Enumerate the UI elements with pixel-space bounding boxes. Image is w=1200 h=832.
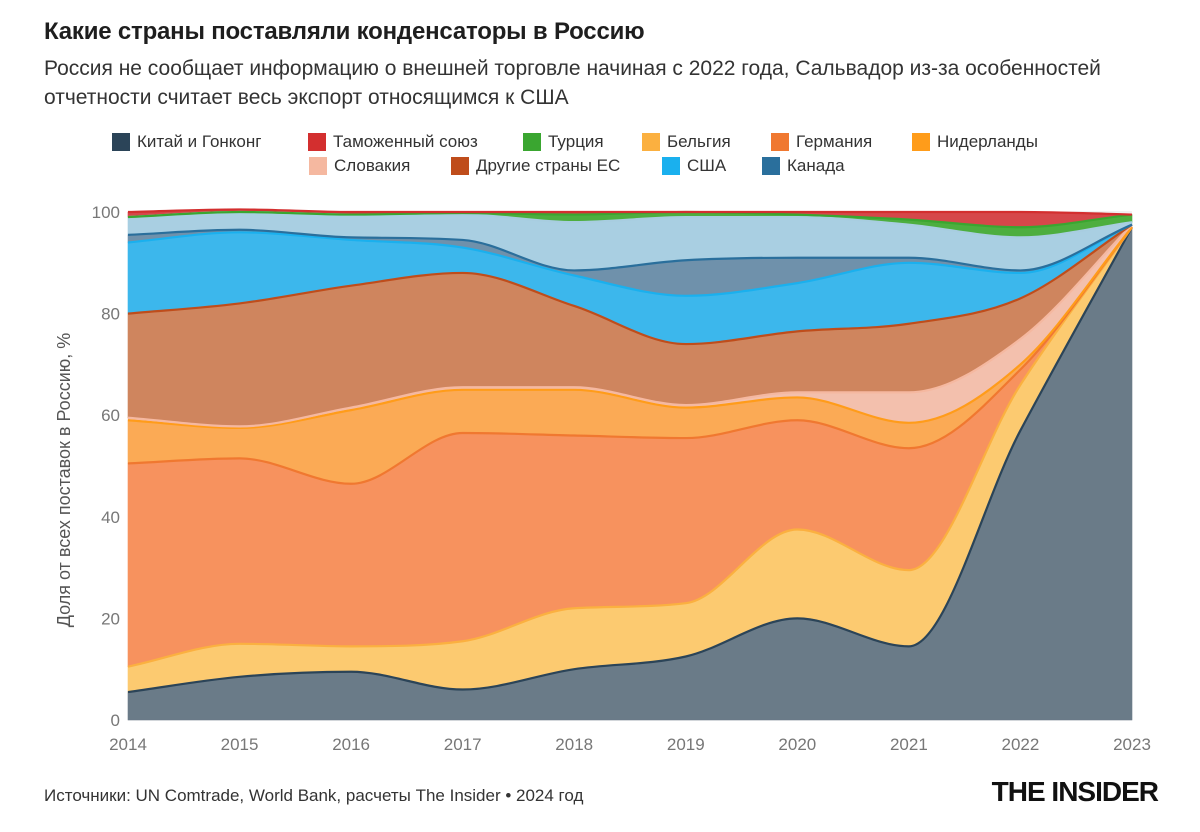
legend-item-slovakia: Словакия bbox=[309, 156, 410, 176]
y-tick-label: 60 bbox=[101, 406, 120, 425]
x-tick-label: 2022 bbox=[1002, 735, 1040, 754]
x-axis-ticks: 2014 2015 2016 2017 2018 2019 2020 2021 2022 2023 bbox=[109, 735, 1151, 754]
line-series-9 bbox=[127, 210, 1133, 229]
legend-label-slovakia: Словакия bbox=[334, 156, 411, 175]
legend-label-netherlands: Нидерланды bbox=[937, 132, 1038, 151]
y-axis-ticks: 0 20 40 60 80 100 bbox=[92, 203, 120, 730]
series-lines bbox=[127, 208, 1133, 694]
the-insider-logo: THE INSIDER bbox=[991, 776, 1159, 807]
legend-label-turkey: Турция bbox=[548, 132, 604, 151]
source-footer: Источники: UN Comtrade, World Bank, расч… bbox=[44, 786, 584, 805]
legend-item-turkey: Турция bbox=[523, 132, 604, 152]
legend-label-canada: Канада bbox=[787, 156, 845, 175]
y-tick-label: 100 bbox=[92, 203, 120, 222]
line-series-10 bbox=[127, 208, 1133, 216]
x-tick-label: 2020 bbox=[778, 735, 816, 754]
x-tick-label: 2014 bbox=[109, 735, 147, 754]
legend-label-china: Китай и Гонконг bbox=[137, 132, 262, 151]
line-series-5 bbox=[127, 223, 1133, 346]
x-tick-label: 2015 bbox=[221, 735, 259, 754]
legend-item-netherlands: Нидерланды bbox=[912, 132, 1038, 152]
legend-swatch-customs-union bbox=[308, 133, 326, 151]
legend-swatch-china bbox=[112, 133, 130, 151]
legend-item-usa: США bbox=[662, 156, 726, 176]
line-series-6 bbox=[127, 223, 1133, 297]
line-series-0 bbox=[127, 226, 1133, 694]
line-series-7 bbox=[127, 223, 1133, 272]
x-tick-label: 2021 bbox=[890, 735, 928, 754]
chart-title: Какие страны поставляли конденсаторы в Р… bbox=[44, 18, 645, 45]
legend-item-other-eu: Другие страны ЕС bbox=[451, 156, 620, 176]
line-series-3 bbox=[127, 226, 1133, 430]
stacked-area-chart: 0 20 40 60 80 100 2014 2015 2016 2017 2018 2019 202… bbox=[54, 203, 1151, 754]
x-tick-label: 2019 bbox=[667, 735, 705, 754]
x-tick-label: 2016 bbox=[332, 735, 370, 754]
x-tick-label: 2018 bbox=[555, 735, 593, 754]
line-series-4 bbox=[127, 223, 1133, 428]
legend-label-germany: Германия bbox=[796, 132, 873, 151]
legend-swatch-canada bbox=[762, 157, 780, 175]
legend-label-customs-union: Таможенный союз bbox=[333, 132, 478, 151]
legend-label-belgium: Бельгия bbox=[667, 132, 731, 151]
y-tick-label: 0 bbox=[111, 711, 120, 730]
x-tick-label: 2017 bbox=[444, 735, 482, 754]
legend-swatch-belgium bbox=[642, 133, 660, 151]
y-tick-label: 80 bbox=[101, 305, 120, 324]
line-series-1 bbox=[127, 226, 1133, 668]
line-series-2 bbox=[127, 226, 1133, 485]
legend-label-other-eu: Другие страны ЕС bbox=[476, 156, 621, 175]
legend-swatch-usa bbox=[662, 157, 680, 175]
y-tick-label: 40 bbox=[101, 508, 120, 527]
y-axis-label: Доля от всех поставок в Россию, % bbox=[54, 333, 74, 628]
legend-item-china: Китай и Гонконг bbox=[112, 132, 261, 152]
legend-swatch-germany bbox=[771, 133, 789, 151]
x-tick-label: 2023 bbox=[1113, 735, 1151, 754]
legend-item-belgium: Бельгия bbox=[642, 132, 731, 152]
legend-swatch-turkey bbox=[523, 133, 541, 151]
legend-swatch-slovakia bbox=[309, 157, 327, 175]
legend-label-usa: США bbox=[687, 156, 727, 175]
legend-row-1: Китай и Гонконг Таможенный союз Турция Б… bbox=[0, 132, 1200, 156]
legend-item-canada: Канада bbox=[762, 156, 845, 176]
legend-swatch-other-eu bbox=[451, 157, 469, 175]
legend-item-germany: Германия bbox=[771, 132, 872, 152]
y-tick-label: 20 bbox=[101, 609, 120, 628]
legend-item-customs-union: Таможенный союз bbox=[308, 132, 478, 152]
legend-swatch-netherlands bbox=[912, 133, 930, 151]
chart-subtitle: Россия не сообщает информацию о внешней … bbox=[44, 57, 1101, 109]
legend-row-2: Словакия Другие страны ЕС США Канада bbox=[0, 156, 1200, 180]
